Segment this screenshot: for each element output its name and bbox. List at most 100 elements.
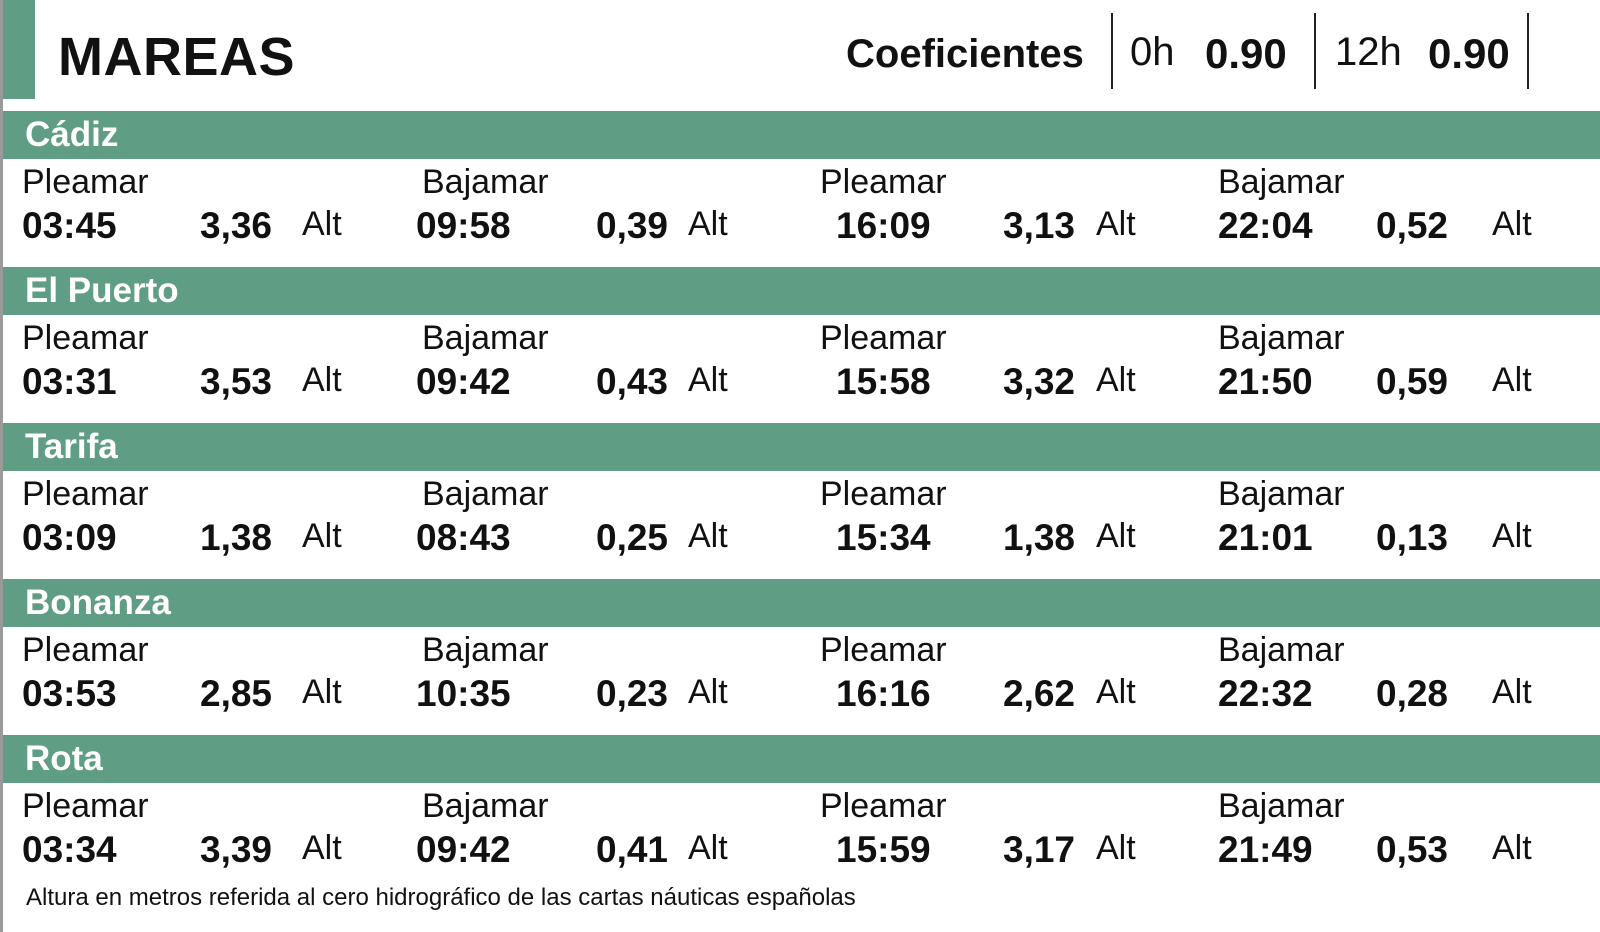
height-unit: Alt — [688, 517, 728, 555]
port-name: Cádiz — [25, 115, 119, 154]
port-header-bar: Cádiz — [3, 111, 1600, 159]
tide-time: 03:09 — [22, 517, 117, 558]
tide-height: 0,43 — [596, 361, 669, 402]
port-header-bar: Rota — [3, 735, 1600, 783]
port-section: Bonanza Pleamar 03:53 2,85 Alt Bajamar 10:35 0,… — [3, 579, 1600, 735]
tide-time: 16:09 — [836, 205, 931, 246]
tide-type: Pleamar — [820, 163, 947, 201]
tide-type: Pleamar — [820, 319, 947, 357]
height-unit: Alt — [1096, 205, 1136, 243]
tide-type: Pleamar — [22, 163, 149, 201]
divider — [1111, 13, 1113, 89]
tide-type: Bajamar — [422, 319, 549, 357]
tide-height: 0,53 — [1376, 829, 1449, 870]
tide-time: 21:49 — [1218, 829, 1313, 870]
coefficients-label: Coeficientes — [846, 32, 1084, 76]
height-unit: Alt — [688, 673, 728, 711]
port-name: El Puerto — [25, 271, 179, 310]
page-title: MAREAS — [58, 27, 296, 87]
height-unit: Alt — [302, 673, 342, 711]
height-unit: Alt — [302, 205, 342, 243]
tide-time: 03:34 — [22, 829, 117, 870]
tide-height: 3,32 — [1003, 361, 1076, 402]
tide-height: 0,25 — [596, 517, 669, 558]
coef-value-0: 0.90 — [1205, 30, 1287, 77]
height-unit: Alt — [302, 361, 342, 399]
tide-time: 09:58 — [416, 205, 511, 246]
tide-time: 16:16 — [836, 673, 931, 714]
port-section: Cádiz Pleamar 03:45 3,36 Alt Bajamar 09:58 0,39… — [3, 111, 1600, 267]
left-border — [0, 0, 3, 932]
port-header-bar: El Puerto — [3, 267, 1600, 315]
tide-time: 03:45 — [22, 205, 117, 246]
tide-time: 09:42 — [416, 361, 511, 402]
height-unit: Alt — [1492, 829, 1532, 867]
tide-time: 22:04 — [1218, 205, 1313, 246]
tide-type: Bajamar — [422, 163, 549, 201]
tide-time: 03:53 — [22, 673, 117, 714]
tide-type: Pleamar — [820, 787, 947, 825]
tide-height: 0,59 — [1376, 361, 1449, 402]
tide-height: 3,39 — [200, 829, 273, 870]
tide-type: Bajamar — [1218, 787, 1345, 825]
coef-hour-0: 0h — [1130, 30, 1175, 74]
accent-block — [3, 0, 35, 99]
tide-height: 0,23 — [596, 673, 669, 714]
tide-type: Bajamar — [1218, 163, 1345, 201]
tide-height: 0,52 — [1376, 205, 1449, 246]
port-header-bar: Tarifa — [3, 423, 1600, 471]
port-name: Tarifa — [25, 427, 118, 466]
height-unit: Alt — [1492, 673, 1532, 711]
tide-type: Pleamar — [820, 631, 947, 669]
tide-height: 3,36 — [200, 205, 273, 246]
height-unit: Alt — [302, 829, 342, 867]
tide-time: 21:50 — [1218, 361, 1313, 402]
divider — [1314, 13, 1316, 89]
port-header-bar: Bonanza — [3, 579, 1600, 627]
tide-time: 08:43 — [416, 517, 511, 558]
tide-type: Bajamar — [1218, 631, 1345, 669]
height-unit: Alt — [688, 829, 728, 867]
tide-height: 2,62 — [1003, 673, 1076, 714]
tide-time: 15:58 — [836, 361, 931, 402]
height-unit: Alt — [1096, 517, 1136, 555]
height-unit: Alt — [1096, 673, 1136, 711]
tide-height: 1,38 — [200, 517, 273, 558]
coef-hour-12: 12h — [1335, 30, 1402, 74]
tide-time: 15:59 — [836, 829, 931, 870]
height-unit: Alt — [1492, 361, 1532, 399]
tide-height: 0,28 — [1376, 673, 1449, 714]
tide-time: 15:34 — [836, 517, 931, 558]
tide-time: 03:31 — [22, 361, 117, 402]
footnote: Altura en metros referida al cero hidrog… — [26, 884, 856, 911]
port-name: Bonanza — [25, 583, 171, 622]
height-unit: Alt — [302, 517, 342, 555]
height-unit: Alt — [1492, 517, 1532, 555]
tide-time: 10:35 — [416, 673, 511, 714]
tide-height: 0,41 — [596, 829, 669, 870]
divider — [1527, 13, 1529, 89]
port-section: El Puerto Pleamar 03:31 3,53 Alt Bajamar 09:42… — [3, 267, 1600, 423]
tide-type: Pleamar — [22, 319, 149, 357]
tide-type: Bajamar — [1218, 319, 1345, 357]
tide-height: 1,38 — [1003, 517, 1076, 558]
tide-height: 0,13 — [1376, 517, 1449, 558]
tide-height: 3,13 — [1003, 205, 1076, 246]
tide-type: Pleamar — [820, 475, 947, 513]
tide-type: Bajamar — [422, 475, 549, 513]
tide-type: Bajamar — [1218, 475, 1345, 513]
port-section: Rota Pleamar 03:34 3,39 Alt Bajamar 09:42 0,41 A… — [3, 735, 1600, 891]
tide-height: 2,85 — [200, 673, 273, 714]
tide-type: Pleamar — [22, 475, 149, 513]
height-unit: Alt — [1096, 829, 1136, 867]
coef-value-12: 0.90 — [1428, 30, 1510, 77]
height-unit: Alt — [1096, 361, 1136, 399]
height-unit: Alt — [688, 361, 728, 399]
tide-time: 09:42 — [416, 829, 511, 870]
height-unit: Alt — [1492, 205, 1532, 243]
tide-height: 3,17 — [1003, 829, 1076, 870]
tide-height: 3,53 — [200, 361, 273, 402]
height-unit: Alt — [688, 205, 728, 243]
port-name: Rota — [25, 739, 103, 778]
port-section: Tarifa Pleamar 03:09 1,38 Alt Bajamar 08:43 0,2… — [3, 423, 1600, 579]
